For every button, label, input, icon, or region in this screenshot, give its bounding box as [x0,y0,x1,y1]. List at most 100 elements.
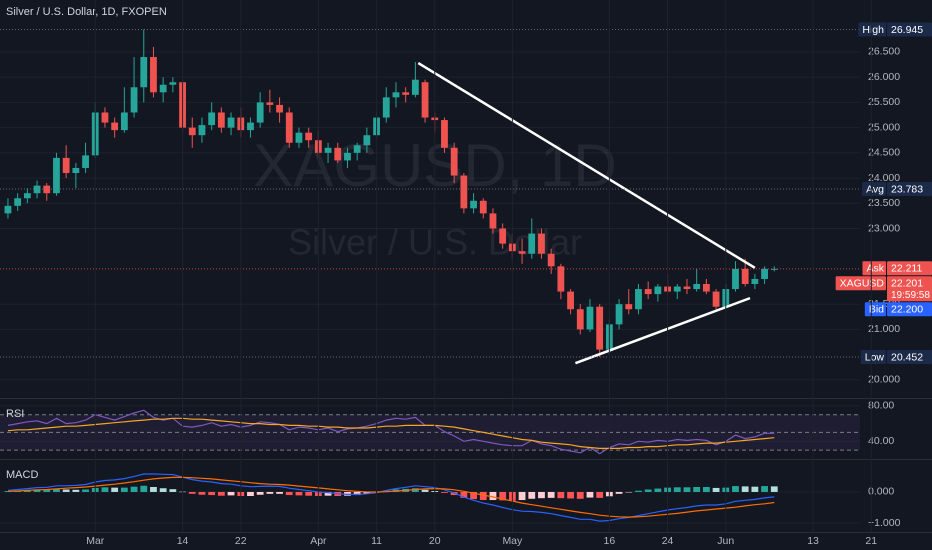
price-label-name: High [862,24,884,36]
candle-body [450,147,458,176]
price-label-name-box [862,182,886,197]
candle-body [169,82,177,85]
macd-histogram-bar [518,491,526,501]
macd-histogram-bar [111,487,119,492]
x-tick-label: 13 [807,535,819,547]
price-label-name-box [858,22,886,37]
candle-body [732,268,739,290]
candle-body [596,306,604,350]
macd-histogram-bar [120,487,128,492]
macd-histogram-bar [693,487,701,492]
y-tick-label: 26.000 [868,71,900,83]
y-tick-label: 40.00 [868,435,894,447]
candle-body [256,102,264,123]
price-label-value-box [887,302,932,317]
candle-body [305,132,313,141]
candle-body [499,228,507,244]
macd-histogram-bar [499,491,507,501]
x-tick-label: May [502,535,523,547]
macd-histogram-bar [198,491,206,495]
price-label-name: Bid [869,304,884,316]
candle-body [392,92,400,98]
y-tick-label: 21.000 [868,323,900,335]
candle-body [111,122,119,131]
macd-histogram-bar [732,486,739,492]
macd-histogram-bar [470,491,477,500]
y-tick-label: 24.500 [868,147,900,159]
y-tick-label: 23.000 [868,222,900,234]
y-tick-label: −1.000 [868,517,901,529]
price-label-name-box [862,261,886,276]
macd-histogram-bar [673,487,681,492]
candle-body [324,147,332,153]
candle-body [460,175,468,209]
pane-title: RSI [6,408,24,420]
candle-body [140,57,148,88]
macd-histogram-bar [295,491,303,496]
candle-body [150,57,157,93]
candle-body [557,266,565,292]
price-label: 22.211 Ask [862,261,932,276]
candle-body [43,185,51,194]
candle-body [382,97,390,118]
candle-body [635,289,642,310]
candle-body [615,304,623,325]
macd-histogram-bar [43,489,51,492]
macd-histogram-bar [421,489,429,492]
candle-body [353,145,361,153]
macd-histogram-bar [528,491,536,499]
candle-body [693,283,701,290]
price-label-value-box [887,350,932,365]
candle-body [363,135,371,146]
candle-body [518,251,526,254]
macd-histogram-bar [586,491,594,498]
x-tick-label: 22 [235,535,247,547]
macd-histogram-bar [188,491,196,494]
price-label-name: Avg [866,183,884,195]
candle-body [654,286,662,295]
rsi-line [7,409,775,455]
candle-body [470,200,477,209]
candle-body [644,289,652,295]
macd-histogram-bar [538,491,545,499]
price-label-name: XAGUSD [840,278,885,290]
macd-histogram-bar [625,491,633,493]
candle-body [130,87,138,113]
macd-histogram-bar [53,488,60,492]
candle-body [101,112,109,123]
candle-body [247,122,254,131]
macd-histogram-bar [557,491,565,499]
candle-body [188,127,196,136]
x-tick-label: Jun [717,535,734,547]
candle-body [441,120,448,148]
macd-histogram-bar [324,491,332,496]
x-tick-label: Mar [86,535,105,547]
macd-histogram-bar [4,491,12,492]
macd-histogram-bar [751,486,759,492]
macd-histogram-bar [635,490,642,492]
x-tick-label: 11 [371,535,382,547]
candle-body [702,283,710,292]
candle-body [120,112,128,131]
y-tick-label: 26.500 [868,46,900,58]
candle-body [683,286,691,290]
candle-body [576,309,584,330]
macd-histogram-bar [567,491,574,499]
y-tick-label: 20.000 [868,374,900,386]
candle-body [489,213,497,229]
candle-body [479,200,487,214]
candle-body [344,152,351,161]
candle-body [14,198,22,206]
y-tick-label: 0.000 [868,486,894,498]
price-label-value-box [887,261,932,276]
macd-histogram-bar [479,491,487,501]
macd-histogram-bar [353,491,361,496]
macd-histogram-bar [217,491,225,496]
candle-body [198,125,206,136]
candle-body [411,79,419,95]
candle-body [673,286,681,292]
